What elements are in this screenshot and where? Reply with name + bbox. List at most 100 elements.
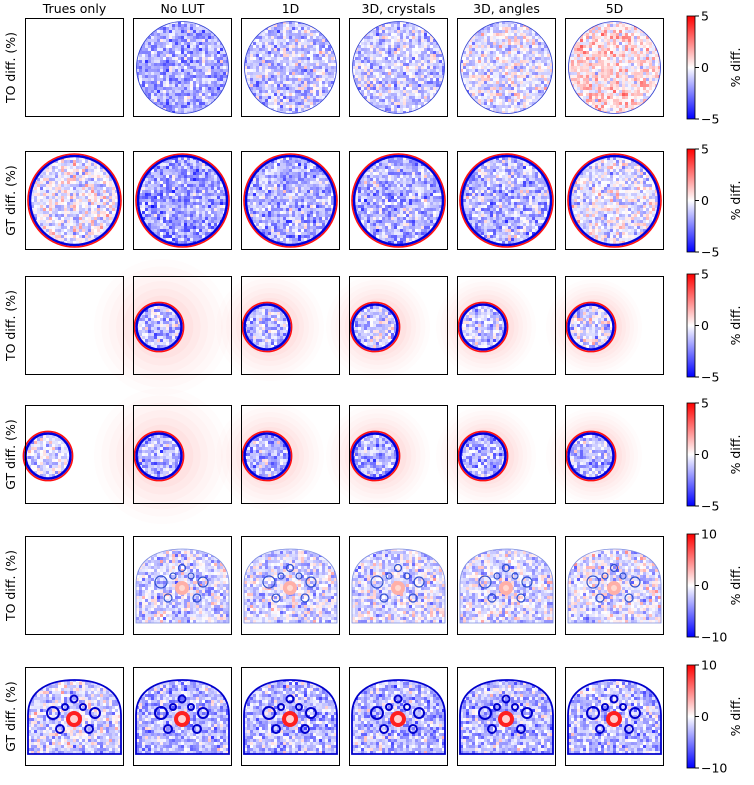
- heatmap-panel: [349, 667, 448, 766]
- colorbar-label: % diff.: [728, 306, 743, 346]
- colorbar-tick-label: −10: [701, 761, 727, 776]
- heatmap-panel: [565, 536, 664, 635]
- edge-ring: [351, 303, 399, 351]
- panel-frame: [241, 667, 340, 766]
- panel-frame: [565, 18, 664, 117]
- edge-ring: [349, 430, 401, 482]
- colorbar-gradient: [686, 402, 696, 507]
- panel-frame: [241, 151, 340, 250]
- heatmap-panel: [133, 667, 232, 766]
- edge-ring: [136, 21, 229, 114]
- colorbar: 5 0 −5 % diff.: [686, 142, 743, 260]
- body-outline: [459, 548, 554, 624]
- colorbar-tick-label: 0: [701, 60, 709, 75]
- edge-ring: [22, 430, 74, 482]
- colorbar-tick-label: 5: [701, 9, 709, 24]
- panel-frame: [457, 151, 556, 250]
- colorbar-tick-label: −5: [701, 245, 719, 260]
- edge-ring: [243, 303, 291, 351]
- pixel-map: [460, 21, 553, 114]
- edge-ring: [349, 301, 401, 353]
- colorbar: 5 0 −5 % diff.: [686, 9, 743, 127]
- colorbar-tick-label: 0: [701, 318, 709, 333]
- colorbar-tick-label: −5: [701, 370, 719, 385]
- edge-ring: [243, 153, 338, 248]
- panel-frame: [25, 151, 124, 250]
- heatmap-panel: [340, 405, 448, 504]
- edge-ring: [135, 303, 183, 351]
- panel-background: [25, 536, 124, 635]
- panel-frame: [241, 405, 340, 504]
- panel-frame: [565, 667, 664, 766]
- panel-frame: [457, 536, 556, 635]
- heatmap-panel: [457, 667, 556, 766]
- panel-frame: [241, 276, 340, 375]
- heatmap-panel: [231, 405, 340, 504]
- heatmap-panel: [457, 18, 556, 117]
- body-outline: [459, 679, 554, 755]
- row-ylabel: TO diff. (%): [3, 290, 18, 362]
- panel-frame: [133, 536, 232, 635]
- colorbar: 10 0 −10 % diff.: [686, 527, 743, 645]
- colorbar-tick-label: 5: [701, 267, 709, 282]
- column-header: 3D, angles: [473, 1, 540, 16]
- panel-frame: [349, 151, 448, 250]
- heatmap-panel: [25, 18, 124, 117]
- heatmap-panel: [25, 151, 124, 250]
- panel-frame: [457, 276, 556, 375]
- edge-ring: [567, 153, 662, 248]
- edge-ring: [241, 301, 293, 353]
- heatmap-panel: [116, 276, 232, 375]
- phantom-inserts: [478, 563, 533, 603]
- colorbar-tick-label: 5: [701, 142, 709, 157]
- panel-frame: [25, 276, 124, 375]
- panel-frame: [25, 536, 124, 635]
- heatmap-panel: [349, 536, 448, 635]
- panel-frame: [565, 536, 664, 635]
- edge-ring: [460, 154, 553, 247]
- panel-frame: [133, 405, 232, 504]
- row-ylabel: TO diff. (%): [3, 32, 18, 104]
- edge-ring: [565, 430, 617, 482]
- colorbar-tick-label: −5: [701, 112, 719, 127]
- heatmap-panel: [558, 405, 664, 504]
- heatmap-panel: [349, 151, 448, 250]
- heatmap-panel: [565, 667, 664, 766]
- edge-ring: [459, 432, 507, 480]
- edge-ring: [352, 21, 445, 114]
- column-header: 5D: [606, 1, 624, 16]
- heatmap-panel: [133, 536, 232, 635]
- phantom-inserts: [154, 563, 209, 603]
- heatmap-panel: [25, 536, 124, 635]
- colorbar-tick-label: 0: [701, 709, 709, 724]
- panel-frame: [241, 536, 340, 635]
- colorbar-label: % diff.: [728, 435, 743, 475]
- column-header: 3D, crystals: [362, 1, 436, 16]
- heatmap-panel: [133, 18, 232, 117]
- colorbar: 10 0 −10 % diff.: [686, 658, 743, 776]
- colorbar-gradient: [686, 148, 696, 253]
- panel-frame: [349, 405, 448, 504]
- column-header: No LUT: [160, 1, 204, 16]
- panel-background: [25, 276, 124, 375]
- edge-ring: [459, 153, 554, 248]
- heatmap-panel: [25, 667, 124, 766]
- colorbar-tick-label: −5: [701, 499, 719, 514]
- column-headers: Trues only No LUT 1D 3D, crystals 3D, angles…: [42, 1, 624, 16]
- edge-ring: [133, 301, 185, 353]
- body-outline: [135, 548, 230, 624]
- colorbar-label: % diff.: [728, 181, 743, 221]
- pixel-map: [352, 549, 445, 623]
- colorbar-label: % diff.: [728, 697, 743, 737]
- heatmap-panel: [231, 276, 340, 375]
- edge-ring: [241, 430, 293, 482]
- colorbar-gradient: [686, 15, 696, 120]
- colorbar-gradient: [686, 273, 696, 378]
- row-ylabel: GT diff. (%): [3, 681, 18, 751]
- heatmap-panel: [558, 276, 664, 375]
- row-ylabel: TO diff. (%): [3, 550, 18, 622]
- panel-frame: [25, 405, 124, 504]
- body-outline: [27, 679, 122, 755]
- panel-frame: [457, 405, 556, 504]
